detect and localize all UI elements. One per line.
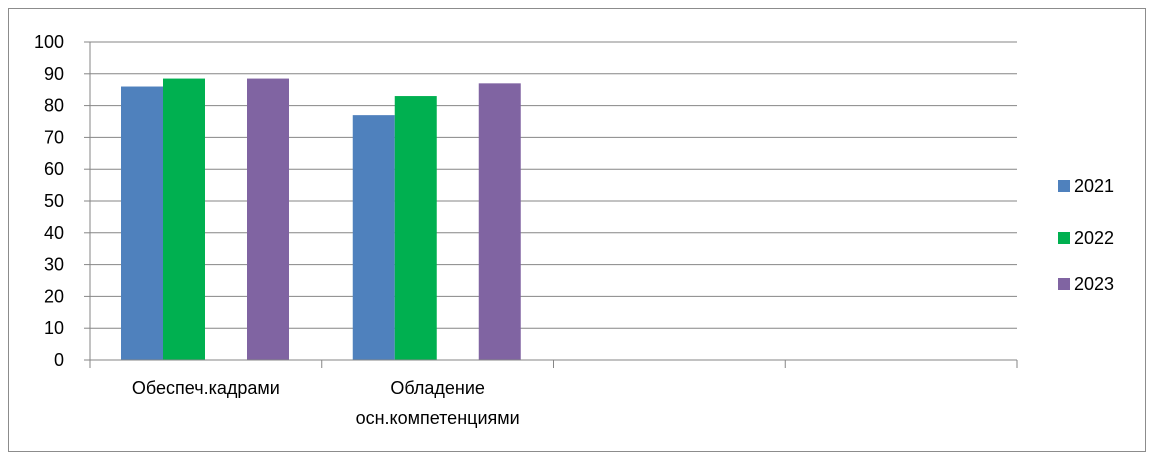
y-tick-label: 20 [44, 286, 64, 306]
gridlines [90, 41, 1017, 329]
bars [121, 78, 521, 361]
legend: 2021 2022 2023 [1058, 176, 1114, 294]
legend-label: 2023 [1074, 274, 1114, 294]
bar-2021 [121, 86, 163, 361]
legend-item-2022: 2022 [1058, 228, 1114, 248]
legend-swatch [1058, 180, 1070, 192]
bar-2023 [247, 78, 289, 360]
y-tick-label: 50 [44, 191, 64, 211]
legend-item-2021: 2021 [1058, 176, 1114, 196]
bar-2021 [352, 115, 395, 360]
y-tick-label: 90 [44, 64, 64, 84]
legend-label: 2022 [1074, 228, 1114, 248]
x-tick-label: Обладение [390, 378, 485, 398]
bar-2022 [163, 78, 205, 360]
axes [84, 41, 1018, 368]
y-tick-label: 30 [44, 255, 64, 275]
legend-item-2023: 2023 [1058, 274, 1114, 294]
y-tick-label: 70 [44, 127, 64, 147]
x-tick-label: осн.компетенциями [356, 408, 520, 428]
legend-label: 2021 [1074, 176, 1114, 196]
bar-2023 [478, 83, 521, 360]
y-tick-label: 60 [44, 159, 64, 179]
legend-swatch [1058, 278, 1070, 290]
bar-2022 [394, 96, 437, 360]
y-tick-label: 80 [44, 96, 64, 116]
y-tick-label: 10 [44, 318, 64, 338]
y-tick-label: 0 [54, 350, 64, 370]
y-tick-label: 40 [44, 223, 64, 243]
y-tick-labels: 0 10 20 30 40 50 60 70 80 90 100 [34, 32, 64, 370]
y-tick-label: 100 [34, 32, 64, 52]
x-tick-label: Обеспеч.кадрами [132, 378, 280, 398]
legend-swatch [1058, 232, 1070, 244]
x-tick-labels: Обеспеч.кадрами Обладение осн.компетенциям… [132, 378, 520, 428]
